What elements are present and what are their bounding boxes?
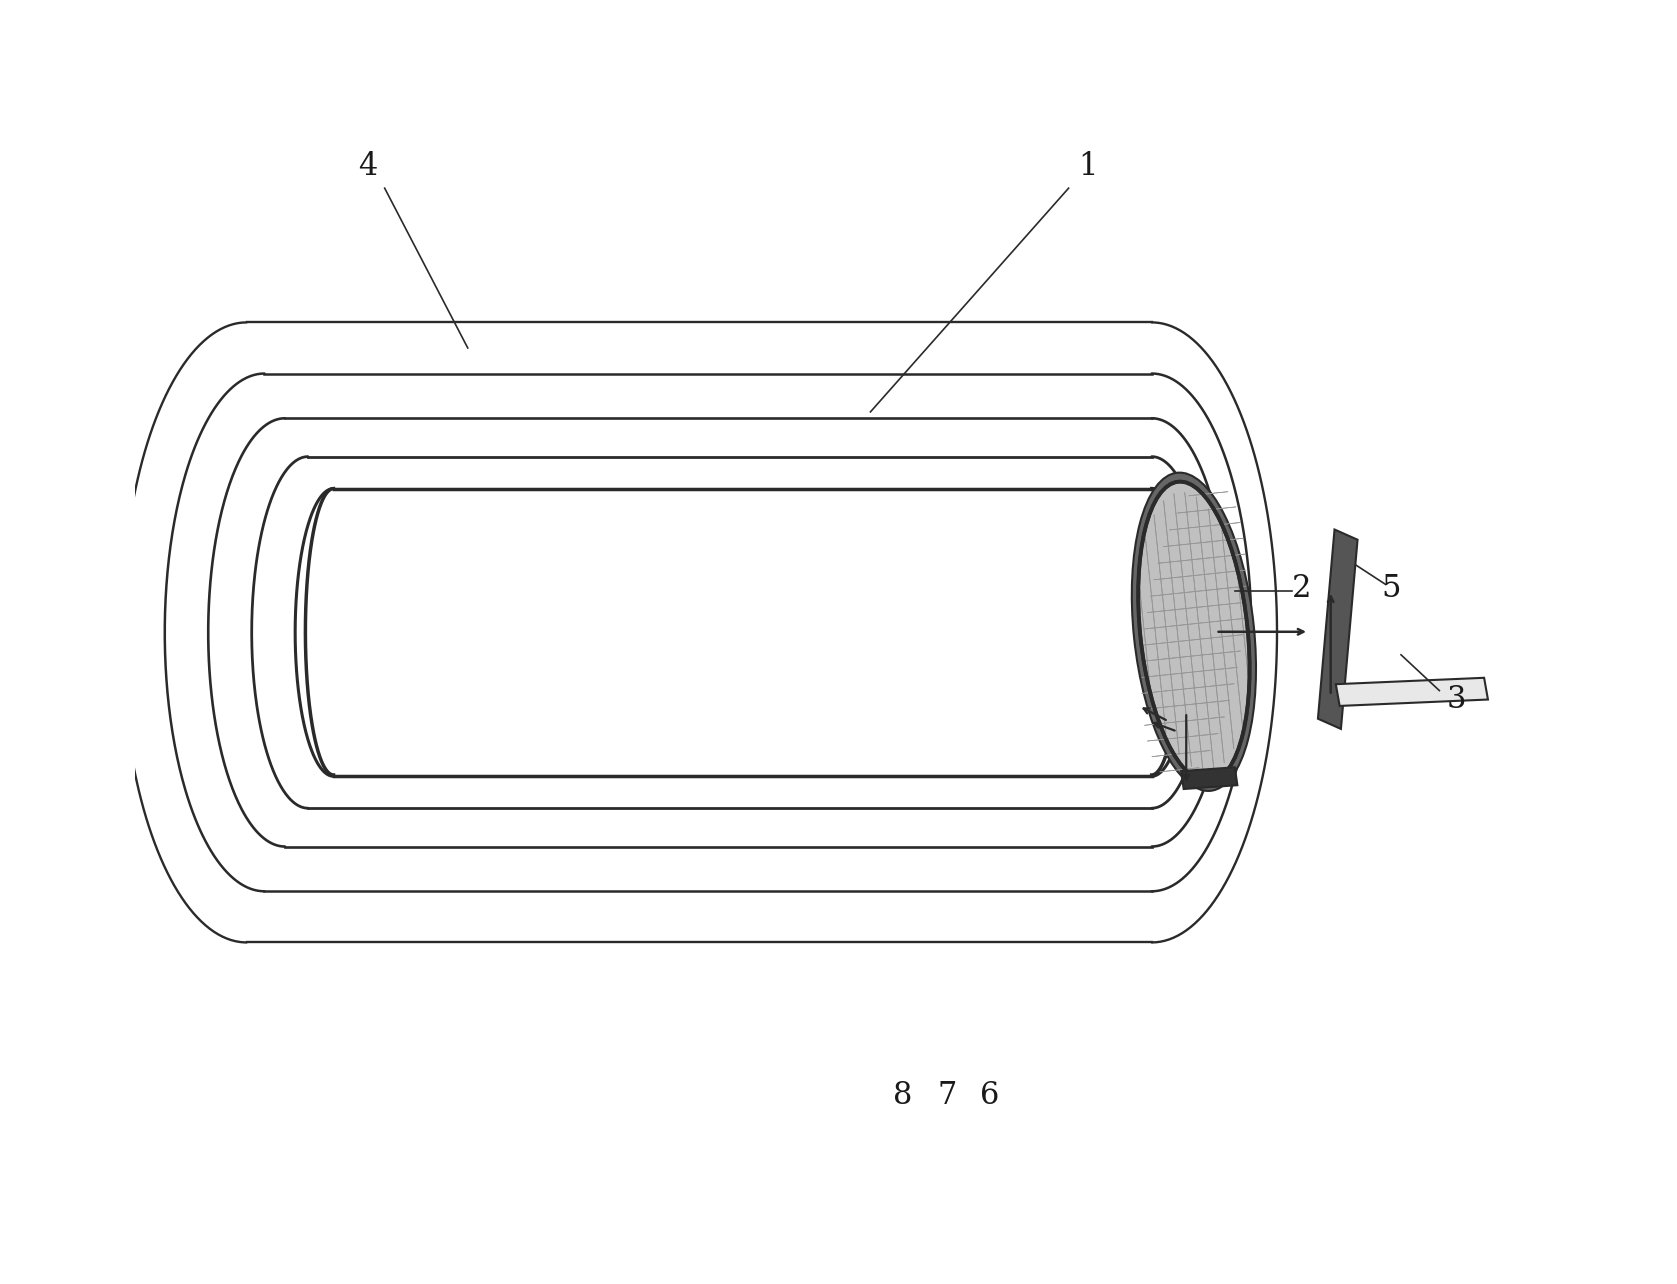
Text: 7: 7 [937, 1080, 958, 1112]
Polygon shape [1318, 529, 1358, 729]
Text: 6: 6 [979, 1080, 999, 1112]
Text: 1: 1 [1078, 152, 1097, 182]
Text: 8: 8 [892, 1080, 912, 1112]
Ellipse shape [1132, 473, 1256, 791]
Text: 3: 3 [1446, 684, 1466, 715]
Polygon shape [1337, 678, 1487, 706]
Text: 4: 4 [359, 152, 377, 182]
Polygon shape [1181, 768, 1238, 790]
Ellipse shape [1139, 482, 1249, 782]
Text: 5: 5 [1382, 573, 1400, 603]
Ellipse shape [1139, 482, 1249, 782]
Text: 2: 2 [1291, 573, 1311, 603]
